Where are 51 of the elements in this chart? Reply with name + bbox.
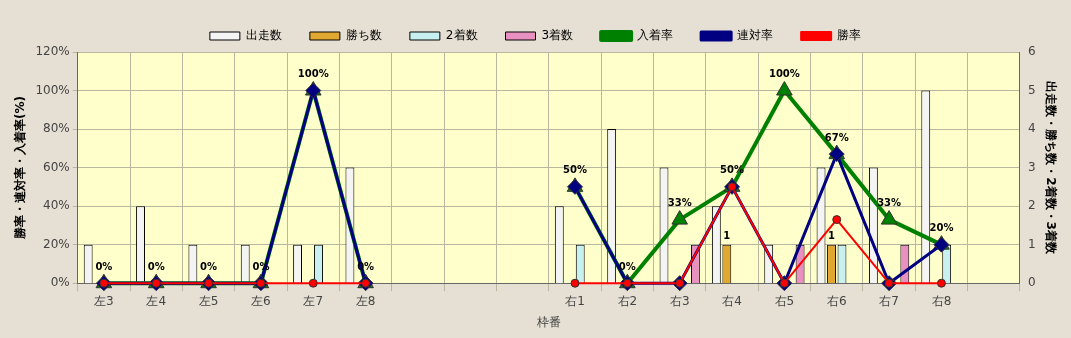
legend-label: 連対率 <box>737 28 774 43</box>
data-label: 0% <box>147 260 165 272</box>
y2-tick-label: 3 <box>1027 159 1036 174</box>
x-tick-label: 左5 <box>198 293 219 308</box>
data-label: 33% <box>877 197 902 209</box>
data-label: 33% <box>667 197 692 209</box>
y-tick-label: 0% <box>50 275 70 290</box>
x-tick-label: 左6 <box>251 293 271 308</box>
data-label: 100% <box>297 68 329 80</box>
data-label: 1 <box>828 230 836 242</box>
y-tick-label: 40% <box>43 198 70 213</box>
data-label: 100% <box>768 68 800 80</box>
y2-tick-label: 4 <box>1027 121 1036 136</box>
legend-label: 2着数 <box>445 28 478 43</box>
y-tick-label: 100% <box>35 82 70 97</box>
x-tick-label: 右8 <box>931 293 952 308</box>
legend-label: 3着数 <box>541 28 574 43</box>
data-label: 20% <box>929 222 954 234</box>
data-label: 67% <box>824 131 849 143</box>
y2-tick-label: 0 <box>1027 275 1036 290</box>
x-tick-label: 右6 <box>826 293 847 308</box>
legend-label: 出走数 <box>245 28 282 43</box>
legend-label: 入着率 <box>637 28 674 43</box>
y-axis-title: 勝率・連対率・入着率(%) <box>13 96 28 241</box>
y2-axis-title: 出走数・勝ち数・2着数・3着数 <box>1043 81 1058 255</box>
data-label: 50% <box>563 164 587 176</box>
y2-tick-label: 2 <box>1027 198 1036 213</box>
data-label: 1 <box>723 230 731 242</box>
y-tick-label: 60% <box>43 159 70 174</box>
x-tick-label: 左7 <box>303 293 324 308</box>
x-tick-label: 右4 <box>722 293 742 308</box>
x-tick-label: 右3 <box>669 293 690 308</box>
data-label: 0% <box>618 260 636 272</box>
x-tick-label: 右1 <box>565 293 585 308</box>
y2-tick-label: 6 <box>1027 44 1036 59</box>
y-tick-label: 120% <box>35 44 70 59</box>
x-tick-label: 右2 <box>617 293 638 308</box>
x-tick-label: 右7 <box>879 293 899 308</box>
data-label: 0% <box>95 260 113 272</box>
data-label: 0% <box>200 260 218 272</box>
x-tick-label: 左3 <box>94 293 114 308</box>
x-tick-label: 左4 <box>146 293 167 308</box>
x-tick-label: 右5 <box>774 293 795 308</box>
legend-label: 勝率 <box>837 28 862 43</box>
y-tick-label: 80% <box>43 121 70 136</box>
x-axis-title: 枠番 <box>535 314 561 329</box>
y2-tick-label: 1 <box>1027 236 1036 251</box>
y2-tick-label: 5 <box>1027 82 1036 97</box>
x-tick-label: 左8 <box>355 293 376 308</box>
y-tick-label: 20% <box>43 236 70 251</box>
legend-label: 勝ち数 <box>345 28 382 43</box>
